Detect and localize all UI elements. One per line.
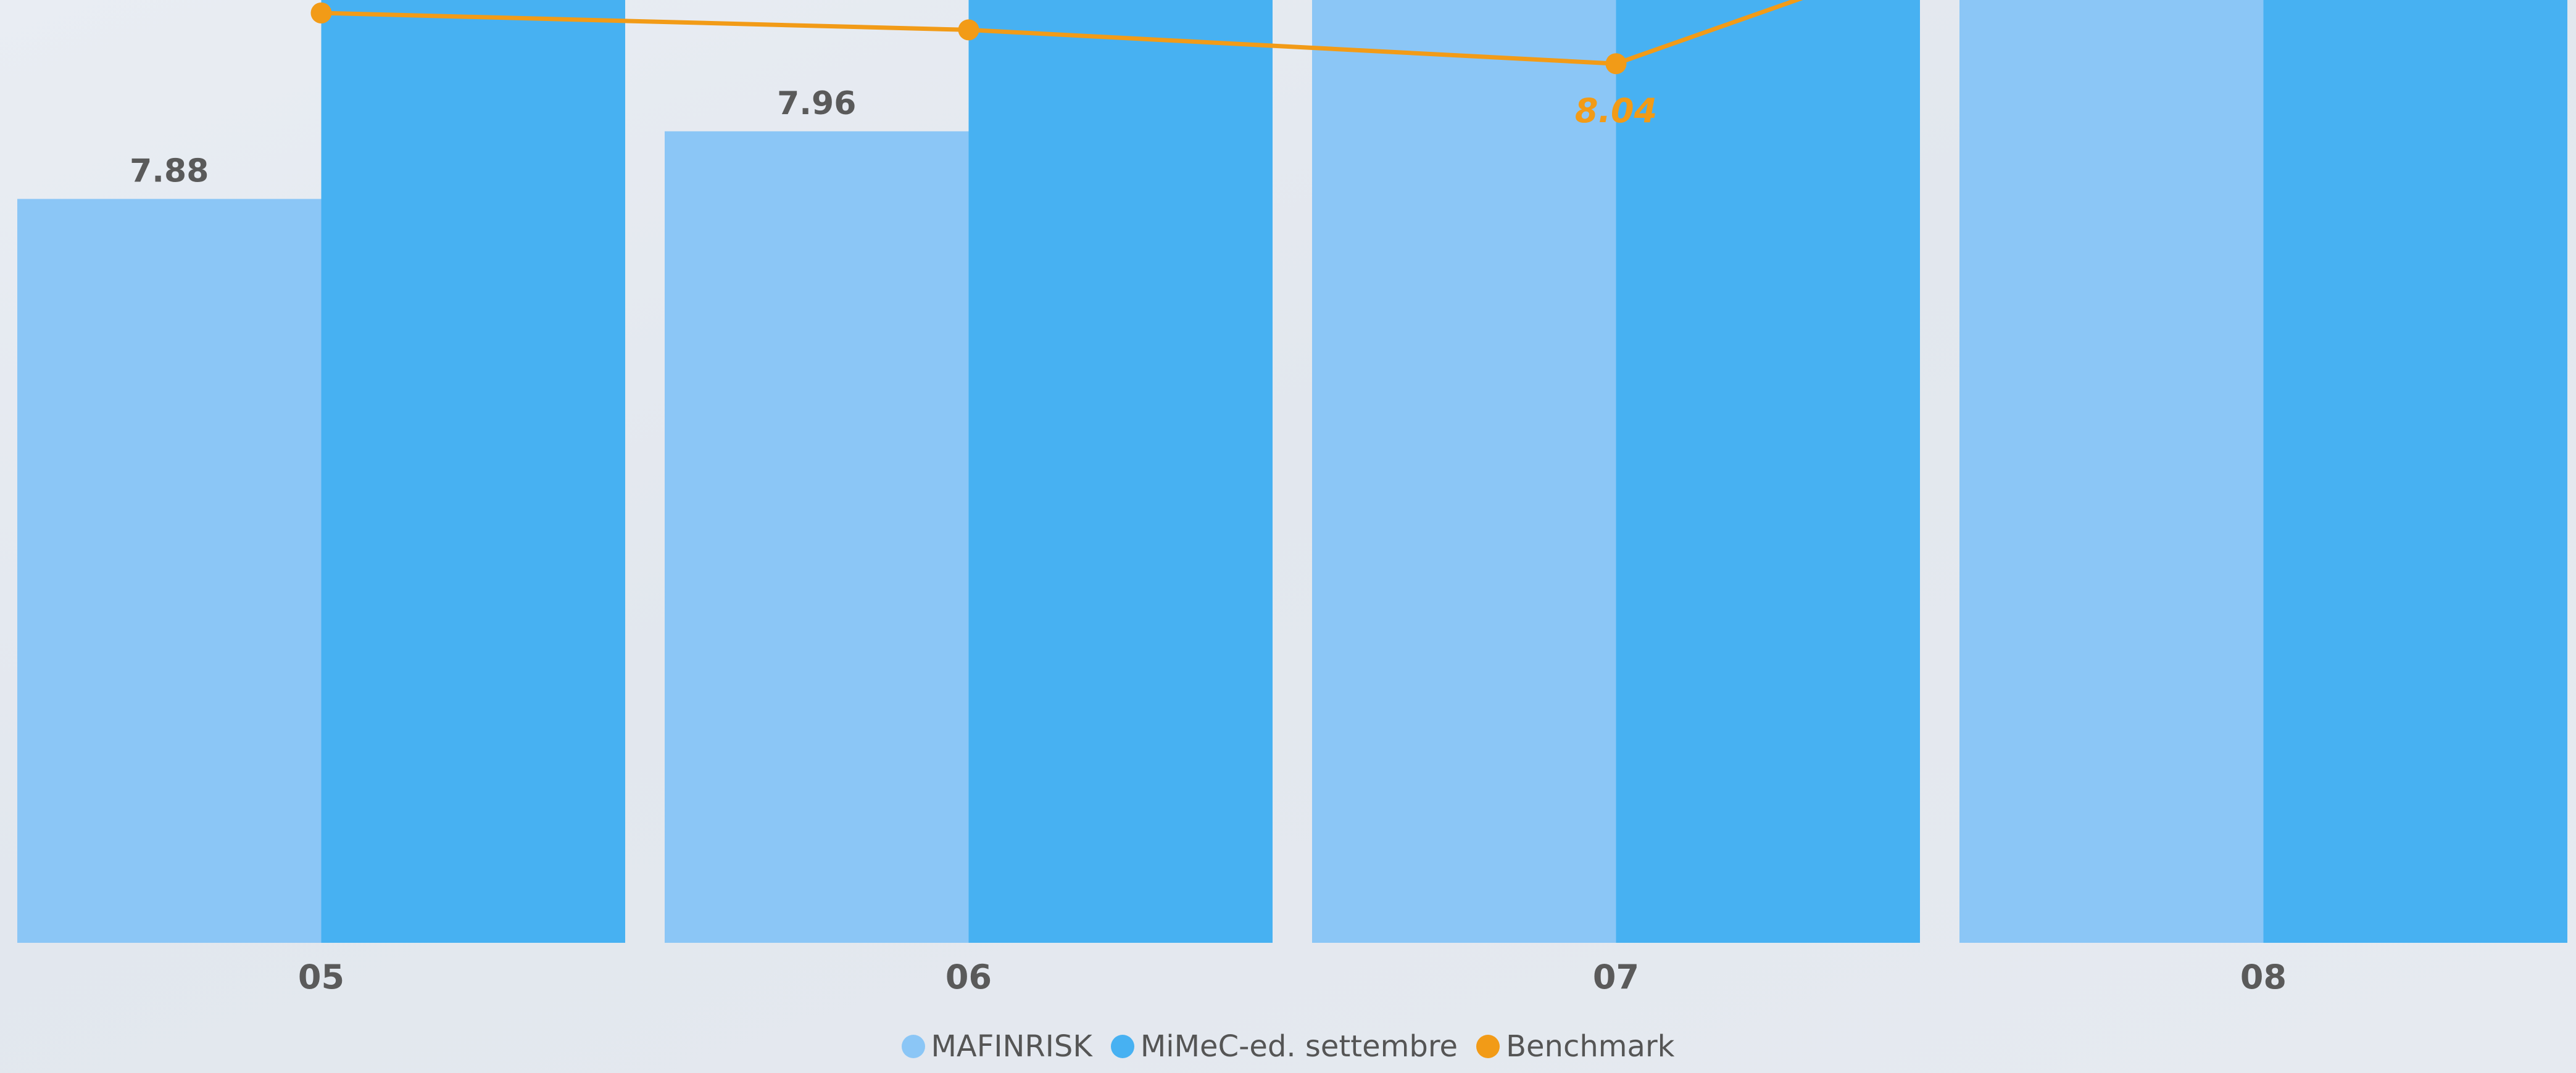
legend-item-benchmark[interactable]: Benchmark	[1476, 1032, 1674, 1061]
bar-mafinrisk-05	[17, 199, 322, 943]
bar-data-labels: 7.888.317.968.288.178.238.518.57	[130, 85, 856, 190]
bar-mafinrisk-08	[1959, 0, 2264, 943]
point-benchmark-05	[310, 2, 332, 23]
chart-legend: MAFINRISK MiMeC-ed. settembre Benchmark	[0, 1032, 2576, 1061]
legend-swatch-mimec	[1110, 1035, 1134, 1058]
legend-label-mimec: MiMeC-ed. settembre	[1140, 1029, 1458, 1064]
bar-mimec-ed-settembre-08	[2263, 0, 2567, 943]
x-axis-tick-labels: 05 06 07 08	[298, 958, 2287, 996]
legend-swatch-benchmark	[1476, 1035, 1500, 1058]
point-benchmark-07	[1605, 53, 1627, 75]
data-label-mafinrisk-06: 7.96	[777, 85, 856, 122]
bar-mafinrisk-07	[1312, 0, 1616, 943]
data-label-benchmark-07: 8.04	[1575, 91, 1657, 130]
x-tick-label-05: 05	[298, 958, 344, 996]
bar-mimec-ed-settembre-05	[321, 0, 625, 943]
bar-mimec-ed-settembre-06	[968, 0, 1273, 943]
line-benchmark	[321, 0, 1803, 66]
legend-label-benchmark: Benchmark	[1506, 1029, 1675, 1064]
legend-label-mafinrisk: MAFINRISK	[931, 1029, 1092, 1064]
x-tick-label-07: 07	[1593, 958, 1639, 996]
x-tick-label-08: 08	[2240, 958, 2287, 996]
legend-item-mimec[interactable]: MiMeC-ed. settembre	[1110, 1029, 1458, 1064]
bar-mafinrisk-06	[665, 131, 969, 943]
x-tick-label-06: 06	[945, 958, 992, 996]
point-benchmark-06	[958, 19, 979, 41]
legend-swatch-mafinrisk	[901, 1035, 925, 1058]
legend-item-mafinrisk[interactable]: MAFINRISK	[901, 1029, 1092, 1064]
bar-mimec-ed-settembre-07	[1616, 0, 1920, 943]
bars	[17, 0, 2567, 943]
data-label-mafinrisk-05: 7.88	[130, 152, 209, 189]
